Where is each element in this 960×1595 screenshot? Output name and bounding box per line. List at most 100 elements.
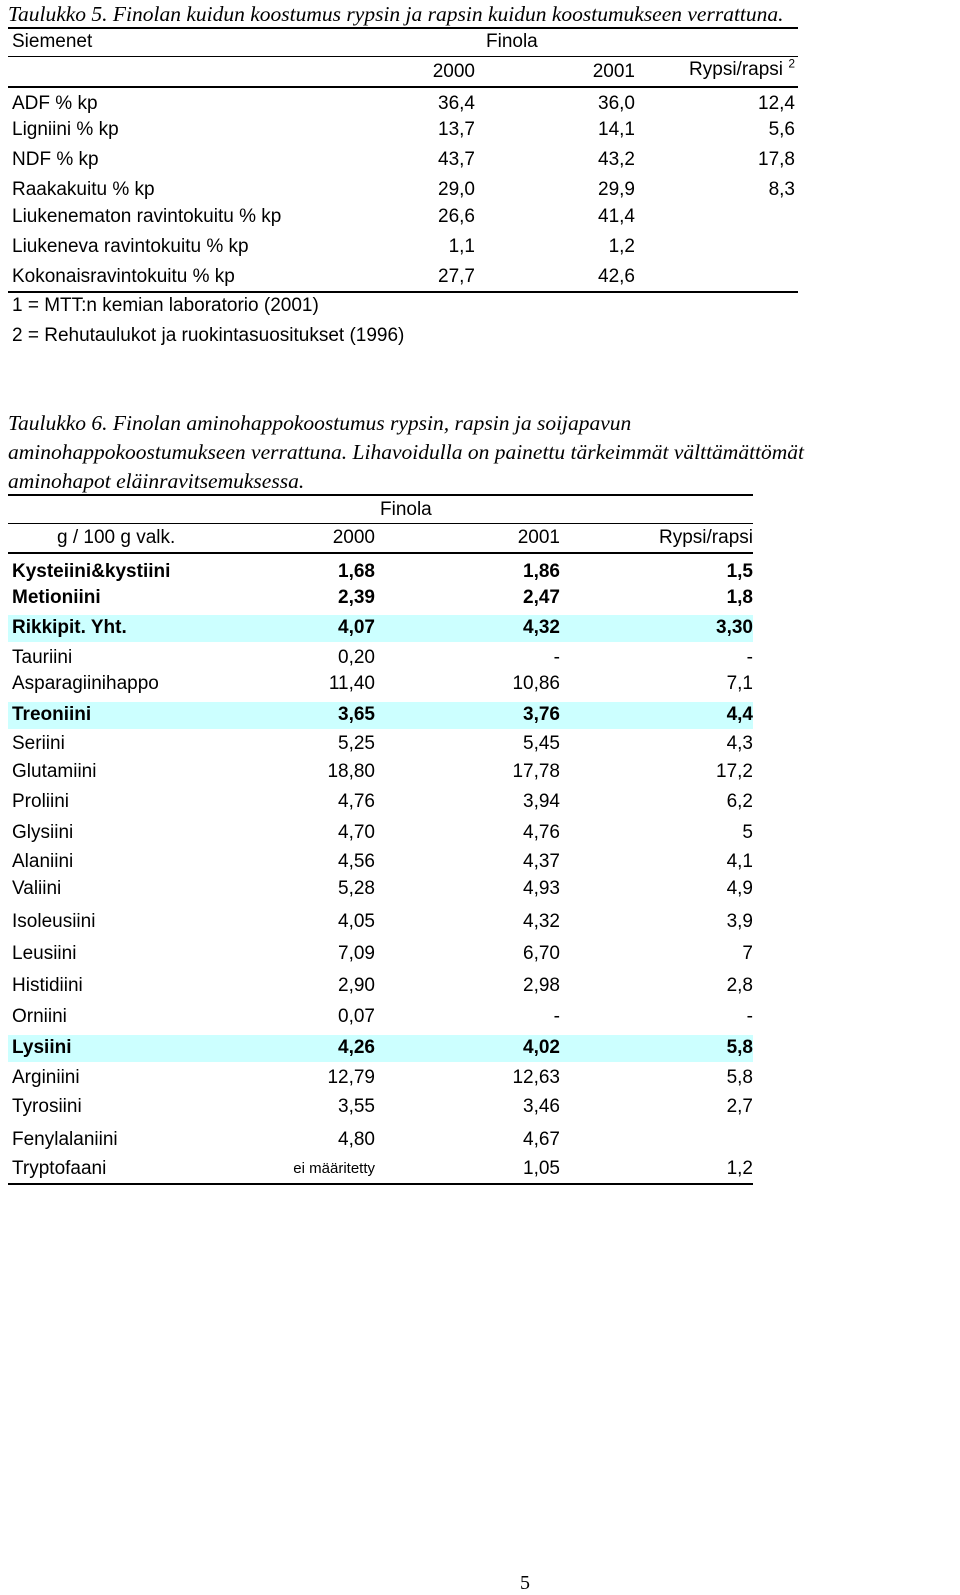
table5-cell-2000: 13,7 (438, 119, 475, 140)
table6-row-label: Tryptofaani (12, 1158, 107, 1179)
table6-row-label: Alaniini (12, 851, 74, 872)
table6-cell-rypsi: 5 (742, 822, 753, 843)
table5-cell-2001: 42,6 (598, 266, 635, 287)
table5-group-rule (8, 56, 798, 57)
table6-cell-2000: 4,70 (338, 822, 375, 843)
table5-cell-2000: 29,0 (438, 179, 475, 200)
table6-cell-2001: 4,02 (523, 1037, 560, 1058)
table6-row-label: Isoleusiini (12, 911, 96, 932)
table6-col1-header: 2000 (332, 527, 375, 548)
table6-cell-2000: 4,26 (338, 1037, 375, 1058)
table6-row-label: Glysiini (12, 822, 74, 843)
table6-cell-2000: 2,90 (338, 975, 375, 996)
table6-cell-2001: 3,46 (523, 1096, 560, 1117)
table6-caption-line-1: Taulukko 6. Finolan aminohappokoostumus … (8, 411, 632, 435)
table6-cell-2001: 4,32 (523, 911, 560, 932)
table6-cell-2000: 7,09 (338, 943, 375, 964)
table6-cell-2000: 5,25 (338, 733, 375, 754)
table5-cell-rypsi: 17,8 (758, 149, 795, 170)
table6-cell-2001: 6,70 (523, 943, 560, 964)
table6-col3-header: Rypsi/rapsi (659, 527, 753, 548)
table6-row-label: Metioniini (12, 587, 101, 608)
table5-top-rule (8, 27, 798, 29)
table5-col3-header-sup: 2 (788, 56, 795, 71)
table5-cell-rypsi: 5,6 (768, 119, 795, 140)
table6-cell-rypsi: 1,8 (726, 587, 753, 608)
table5-cell-2001: 14,1 (598, 119, 635, 140)
table5-bottom-rule (8, 291, 798, 293)
table6-cell-2000: 4,76 (338, 791, 375, 812)
table6-cell-2001: 1,86 (523, 561, 560, 582)
table6-cell-2001: 12,63 (512, 1067, 560, 1088)
table5-row-label: Liukenematon ravintokuitu % kp (12, 206, 282, 227)
table5-col2-header: 2001 (592, 61, 635, 82)
table6-row-label: Lysiini (12, 1037, 72, 1058)
table5-row-label: NDF % kp (12, 149, 99, 170)
table6-cell-rypsi: 4,3 (726, 733, 753, 754)
table5-footnote-2: 2 = Rehutaulukot ja ruokintasuositukset … (12, 325, 405, 346)
table6-row-label: Glutamiini (12, 761, 97, 782)
table6-cell-2000: 4,07 (338, 617, 375, 638)
table6-unit-label: g / 100 g valk. (57, 527, 176, 548)
table5-cell-2001: 29,9 (598, 179, 635, 200)
table6-caption-line-3: aminohapot eläinravitsemuksessa. (8, 469, 305, 493)
table6-row-label: Seriini (12, 733, 65, 754)
table6-row-label: Leusiini (12, 943, 77, 964)
table5-cell-2001: 41,4 (598, 206, 635, 227)
table6-cell-rypsi: 6,2 (726, 791, 753, 812)
table6-cell-2000: 2,39 (338, 587, 375, 608)
table6-cell-2000: 4,80 (338, 1129, 375, 1150)
table5-col3-header: Rypsi/rapsi 2 (640, 58, 795, 82)
highlight-band (8, 1035, 753, 1062)
table6-cell-2001: 10,86 (512, 673, 560, 694)
table6-cell-2001: 4,93 (523, 878, 560, 899)
table6-cell-rypsi: 1,5 (726, 561, 753, 582)
table6-cell-rypsi: - (746, 647, 753, 668)
table5-cell-2000: 1,1 (448, 236, 475, 257)
table6-cell-2001: 3,94 (523, 791, 560, 812)
highlight-band (8, 702, 753, 729)
table6-caption-line-2: aminohappokoostumukseen verrattuna. Liha… (8, 440, 805, 464)
table5-row-label: Raakakuitu % kp (12, 179, 155, 200)
table6-cell-rypsi: 4,1 (726, 851, 753, 872)
table6-cell-rypsi: 2,7 (726, 1096, 753, 1117)
table5-cell-2000: 27,7 (438, 266, 475, 287)
table5-cell-2000: 26,6 (438, 206, 475, 227)
table6-cell-2001: 2,47 (523, 587, 560, 608)
table6-row-label: Tyrosiini (12, 1096, 82, 1117)
table6-cell-2000: 3,65 (338, 704, 375, 725)
table6-cell-2000: 4,56 (338, 851, 375, 872)
table5-cell-rypsi: 12,4 (758, 93, 795, 114)
table6-cell-2001: 2,98 (523, 975, 560, 996)
table6-cell-2000: 0,07 (338, 1006, 375, 1027)
table6-cell-rypsi: 5,8 (726, 1067, 753, 1088)
table6-cell-2000: 3,55 (338, 1096, 375, 1117)
table5-footnote-1: 1 = MTT:n kemian laboratorio (2001) (12, 295, 319, 316)
table5-col3-header-text: Rypsi/rapsi (689, 59, 784, 80)
table6-header-rule (8, 552, 753, 554)
table6-row-label: Asparagiinihappo (12, 673, 159, 694)
table5-caption: Taulukko 5. Finolan kuidun koostumus ryp… (8, 2, 784, 26)
table6-row-label: Arginiini (12, 1067, 80, 1088)
table6-cell-2001: 4,76 (523, 822, 560, 843)
table6-cell-2001: 4,37 (523, 851, 560, 872)
table5-seed-label: Siemenet (12, 31, 93, 52)
page-number: 5 (520, 1572, 530, 1594)
table6-cell-rypsi: 7 (742, 943, 753, 964)
table5-cell-2001: 1,2 (608, 236, 635, 257)
table6-row-label: Rikkipit. Yht. (12, 617, 127, 638)
table6-cell-2001: 4,32 (523, 617, 560, 638)
table6-row-label: Kysteiini&kystiini (12, 561, 171, 582)
table6-cell-2001: - (553, 1006, 560, 1027)
table6-cell-2001: 1,05 (523, 1158, 560, 1179)
table6-cell-2000: 1,68 (338, 561, 375, 582)
table5-row-label: ADF % kp (12, 93, 98, 114)
table5-group-label: Finola (486, 31, 538, 52)
table5-row-label: Liukeneva ravintokuitu % kp (12, 236, 249, 257)
table6-group-rule (8, 523, 753, 524)
table6-row-label: Tauriini (12, 647, 73, 668)
table6-row-label: Proliini (12, 791, 70, 812)
table5-cell-rypsi: 8,3 (768, 179, 795, 200)
table5-cell-2000: 43,7 (438, 149, 475, 170)
table6-cell-rypsi: 3,30 (716, 617, 753, 638)
